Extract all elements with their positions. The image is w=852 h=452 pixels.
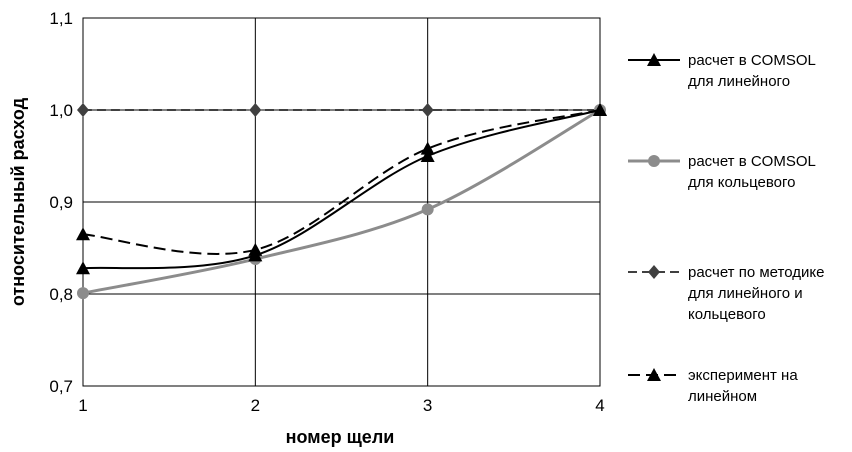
data-point-marker	[421, 203, 434, 216]
legend-label: расчет по методике для линейного и кольцев…	[688, 264, 824, 323]
data-point-marker	[593, 103, 607, 116]
data-point-marker	[76, 261, 90, 275]
x-tick-label: 3	[423, 396, 432, 415]
legend-marker	[647, 53, 661, 66]
legend-marker	[647, 368, 661, 381]
series-group	[76, 103, 607, 300]
data-point-marker	[420, 149, 435, 162]
legend-entry: расчет по методике для линейного и кольцев…	[628, 264, 824, 323]
legend-marker	[648, 265, 660, 279]
legend-marker	[648, 155, 660, 167]
legend-label: расчет в COMSOL для кольцевого	[688, 153, 816, 191]
y-tick-labels: 0,7 0,8 0,9 1,0 1,1	[49, 9, 73, 396]
y-tick-label: 1,1	[49, 9, 73, 28]
series-line	[82, 109, 601, 255]
data-point-marker	[249, 103, 262, 117]
series-line	[82, 109, 601, 270]
legend-entry: эксперимент на линейном	[628, 367, 798, 405]
y-tick-label: 0,9	[49, 193, 73, 212]
x-axis-title: номер щели	[286, 427, 395, 447]
legend: расчет в COMSOL для линейного расчет в COM…	[628, 52, 824, 405]
legend-entry: расчет в COMSOL для кольцевого	[628, 153, 816, 191]
series-line	[82, 108, 601, 295]
y-tick-label: 1,0	[49, 101, 73, 120]
data-point-marker	[420, 141, 435, 155]
data-point-marker	[76, 227, 90, 241]
data-point-marker	[248, 248, 263, 262]
y-tick-label: 0,8	[49, 285, 73, 304]
data-point-marker	[421, 103, 434, 117]
legend-label: расчет в COMSOL для линейного	[688, 52, 816, 90]
series-1	[76, 103, 607, 275]
x-tick-label: 1	[78, 396, 87, 415]
x-tick-label: 4	[595, 396, 604, 415]
legend-label: эксперимент на линейном	[688, 367, 798, 405]
plot-area-border	[82, 17, 601, 387]
x-tick-label: 2	[251, 396, 260, 415]
y-axis-title: относительный расход	[8, 97, 28, 306]
legend-entry: расчет в COMSOL для линейного	[628, 52, 816, 90]
y-tick-label: 0,7	[49, 377, 73, 396]
data-point-marker	[77, 103, 89, 117]
x-tick-labels: 1 2 3 4	[78, 396, 604, 415]
data-point-marker	[77, 287, 89, 300]
